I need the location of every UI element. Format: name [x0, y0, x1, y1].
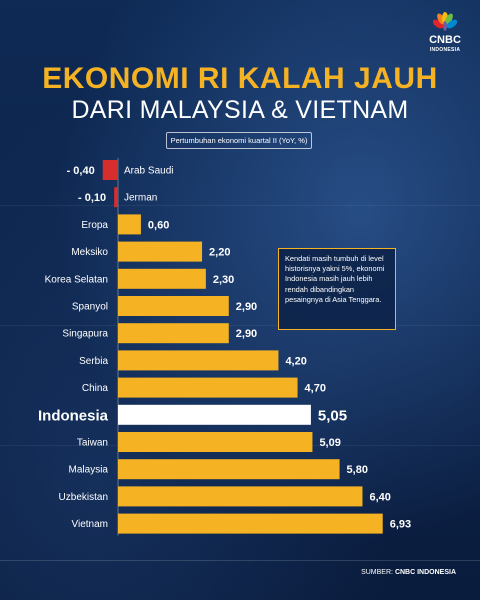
- value-label: 2,90: [236, 328, 257, 340]
- bar-china: [118, 377, 298, 398]
- bar-indonesia: [118, 404, 311, 425]
- category-label: Eropa: [81, 220, 108, 231]
- category-label: China: [82, 383, 109, 394]
- bar-arab-saudi: [102, 160, 118, 180]
- grid-line: [0, 325, 480, 326]
- bar-jerman: [114, 187, 118, 208]
- source-credit: SUMBER: CNBC INDONESIA: [361, 569, 456, 576]
- category-label: Vietnam: [71, 519, 108, 530]
- source-label: SUMBER:: [361, 569, 393, 576]
- value-label: 2,20: [209, 247, 230, 259]
- bar-meksiko: [118, 241, 203, 262]
- value-label: 6,40: [369, 491, 390, 503]
- category-label: Serbia: [79, 356, 108, 367]
- logo-brand: CNBC: [429, 34, 461, 46]
- category-label: Jerman: [124, 193, 157, 204]
- value-label: 5,05: [318, 407, 347, 424]
- value-label: 0,60: [148, 219, 169, 231]
- bar-eropa: [118, 214, 141, 235]
- title-line-2: DARI MALAYSIA & VIETNAM: [71, 96, 409, 124]
- footer-divider: [0, 560, 480, 561]
- value-label: 2,30: [213, 274, 234, 286]
- value-label: 5,09: [319, 437, 340, 449]
- bar-serbia: [118, 350, 279, 371]
- grid-line: [0, 205, 480, 206]
- category-label: Arab Saudi: [124, 166, 173, 177]
- value-label: - 0,10: [78, 192, 106, 204]
- peacock-icon: [433, 12, 457, 31]
- value-label: 2,90: [236, 301, 257, 313]
- annotation-note: Kendati masih tumbuh di level historisny…: [278, 248, 396, 330]
- source-name: CNBC INDONESIA: [394, 569, 456, 576]
- chart-subtitle: Pertumbuhan ekonomi kuartal II (YoY, %): [166, 132, 312, 149]
- logo-country: INDONESIA: [429, 47, 461, 53]
- bar-spanyol: [118, 296, 229, 316]
- bar-malaysia: [118, 459, 340, 480]
- value-label: 5,80: [347, 464, 368, 476]
- category-label: Spanyol: [72, 302, 108, 313]
- cnbc-logo: CNBC INDONESIA: [425, 12, 465, 58]
- category-label: Korea Selatan: [45, 274, 108, 285]
- category-label: Malaysia: [69, 465, 109, 476]
- value-label: 6,93: [390, 519, 411, 531]
- bar-uzbekistan: [118, 486, 363, 507]
- category-label: Taiwan: [77, 438, 108, 449]
- value-label: - 0,40: [67, 165, 95, 177]
- bar-singapura: [118, 323, 229, 344]
- value-label: 4,70: [305, 383, 326, 395]
- bar-taiwan: [118, 432, 313, 452]
- bar-korea-selatan: [118, 268, 206, 289]
- bar-vietnam: [118, 513, 383, 534]
- category-label: Singapura: [62, 329, 108, 340]
- category-label: Indonesia: [38, 407, 109, 424]
- value-label: 4,20: [285, 355, 306, 367]
- category-label: Meksiko: [71, 247, 108, 258]
- category-label: Uzbekistan: [59, 492, 108, 503]
- title-line-1: EKONOMI RI KALAH JAUH: [42, 62, 438, 95]
